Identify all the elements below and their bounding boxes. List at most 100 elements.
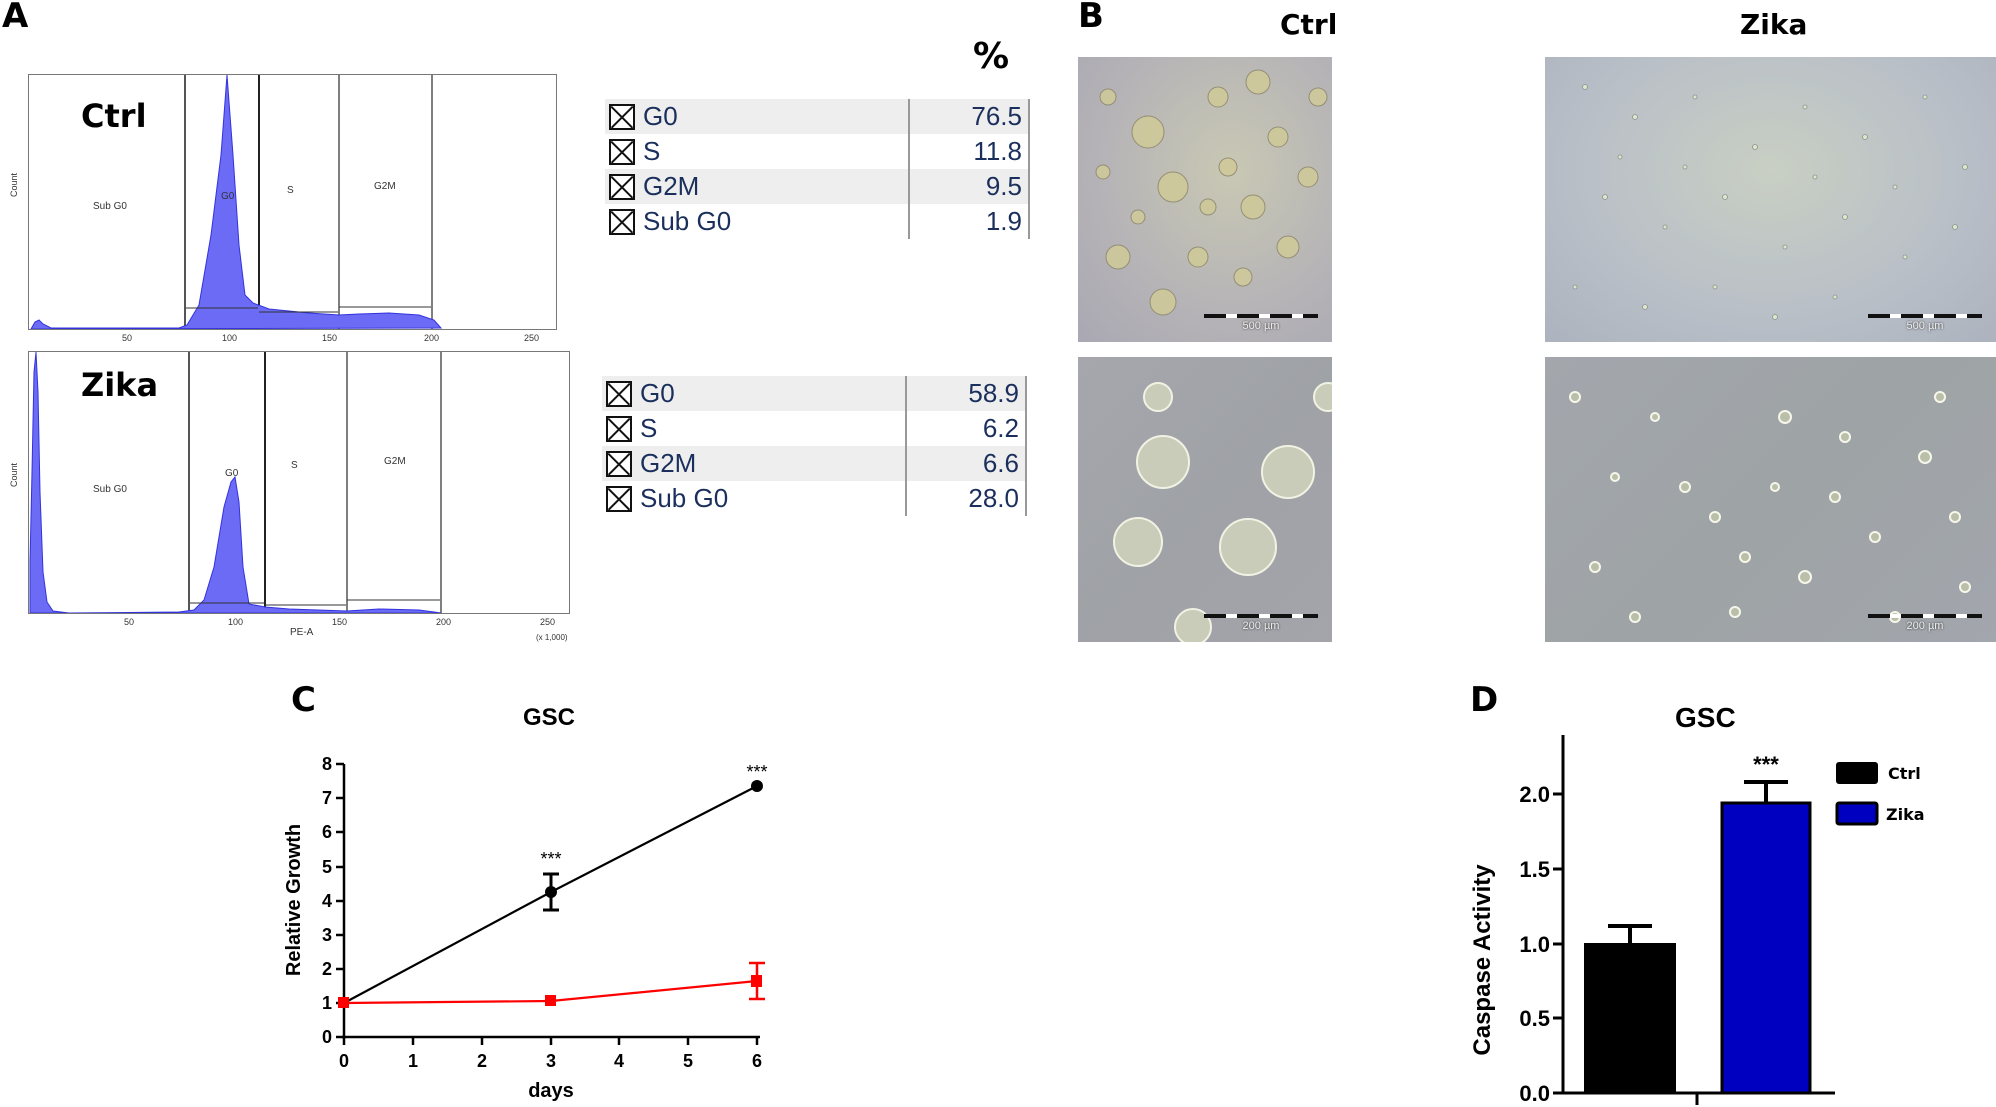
gate-name: G2M xyxy=(640,448,697,478)
caspase-bar-chart: 0.0 0.5 1.0 1.5 2.0 Caspase Activity *** Ctr… xyxy=(1469,735,1925,1106)
scale-bar: 200 µm xyxy=(1868,614,1982,632)
cells-illustration xyxy=(1569,391,1971,623)
gate-label-g0: G0 xyxy=(221,191,235,202)
chart-d-title: GSC xyxy=(1675,702,1736,733)
ctrl-histogram: Ctrl Sub G0 G0 S G2M xyxy=(28,74,557,330)
histogram-condition-zika: Zika xyxy=(81,366,159,404)
histogram-condition-ctrl: Ctrl xyxy=(81,97,147,135)
ctrl-x-tick-200: 200 xyxy=(424,333,440,343)
zika-histogram: Zika Sub G0 G0 S G2M xyxy=(28,351,570,614)
table-row: G2M 6.6 xyxy=(602,446,1027,481)
svg-text:0.0: 0.0 xyxy=(1519,1081,1550,1106)
svg-text:3: 3 xyxy=(546,1051,556,1071)
table-row: Sub G0 1.9 xyxy=(605,204,1030,239)
gate-label-subg0: Sub G0 xyxy=(93,484,127,495)
gate-percent: 58.9 xyxy=(968,378,1019,408)
svg-text:5: 5 xyxy=(322,857,332,877)
ctrl-x-tick-100: 100 xyxy=(222,333,238,343)
gate-label-g0: G0 xyxy=(225,468,239,479)
table-row: Sub G0 28.0 xyxy=(602,481,1027,516)
svg-text:3: 3 xyxy=(322,925,332,945)
checkbox-icon[interactable] xyxy=(606,450,632,477)
svg-text:8: 8 xyxy=(322,754,332,774)
scale-bar: 200 µm xyxy=(1204,614,1318,632)
gate-percent: 76.5 xyxy=(971,101,1022,131)
legend-zika-label: Zika xyxy=(1886,805,1925,824)
checkbox-icon[interactable] xyxy=(606,380,632,407)
panel-label-d: D xyxy=(1470,680,1499,720)
table-row: G0 76.5 xyxy=(605,99,1030,134)
micrograph-zika-low: 500 µm xyxy=(1545,57,1996,342)
column-title-ctrl: Ctrl xyxy=(1280,8,1338,41)
zika-x-tick-150: 150 xyxy=(332,617,348,627)
micrograph-zika-high: 200 µm xyxy=(1545,357,1996,642)
gate-name: G0 xyxy=(643,101,678,131)
svg-text:2: 2 xyxy=(477,1051,487,1071)
svg-text:Relative Growth: Relative Growth xyxy=(283,824,305,976)
zika-x-tick-250: 250 xyxy=(540,617,556,627)
zika-x-tick-200: 200 xyxy=(436,617,452,627)
percent-header: % xyxy=(973,36,1010,77)
cells-illustration xyxy=(1572,84,1968,320)
gate-name: G2M xyxy=(643,171,700,201)
table-row: S 11.8 xyxy=(605,134,1030,169)
chart-c-title: GSC xyxy=(523,704,576,731)
svg-text:2.0: 2.0 xyxy=(1519,782,1550,807)
gate-name: Sub G0 xyxy=(643,206,732,236)
gate-percent: 6.6 xyxy=(982,448,1019,478)
gate-percent: 11.8 xyxy=(973,136,1022,166)
gate-percent: 9.5 xyxy=(985,171,1022,201)
scale-bar: 500 µm xyxy=(1868,314,1982,332)
checkbox-icon[interactable] xyxy=(609,138,635,165)
svg-text:6: 6 xyxy=(752,1051,762,1071)
panel-label-a: A xyxy=(2,0,29,36)
svg-text:1.0: 1.0 xyxy=(1519,932,1550,957)
checkbox-icon[interactable] xyxy=(606,485,632,512)
zika-x-tick-50: 50 xyxy=(124,617,135,627)
spheres-illustration xyxy=(1095,69,1328,316)
gate-label-g2m: G2M xyxy=(374,181,396,192)
micrograph-ctrl-high: 200 µm xyxy=(1078,357,1332,642)
column-title-zika: Zika xyxy=(1740,8,1808,41)
gate-label-s: S xyxy=(291,460,298,471)
zika-x-axis-label: PE-A xyxy=(290,627,314,638)
svg-text:7: 7 xyxy=(322,788,332,808)
zika-y-axis-label: Count xyxy=(9,462,20,488)
svg-text:Caspase Activity: Caspase Activity xyxy=(1469,864,1496,1056)
svg-text:0: 0 xyxy=(339,1051,349,1071)
svg-text:days: days xyxy=(528,1080,574,1102)
checkbox-icon[interactable] xyxy=(606,415,632,442)
gate-label-g2m: G2M xyxy=(384,456,406,467)
zika-x-axis-unit: (x 1,000) xyxy=(536,633,568,642)
svg-text:6: 6 xyxy=(322,822,332,842)
scale-bar-label: 500 µm xyxy=(1242,320,1280,332)
scale-bar: 500 µm xyxy=(1204,314,1318,332)
legend-ctrl-label: Ctrl xyxy=(1888,764,1921,783)
checkbox-icon[interactable] xyxy=(609,103,635,130)
scale-bar-label: 200 µm xyxy=(1906,620,1944,632)
ctrl-stats-table: G0 76.5 S 11.8 G2M 9.5 Sub G0 1.9 xyxy=(605,99,1030,239)
gate-name: S xyxy=(640,413,658,443)
gate-label-s: S xyxy=(287,185,294,196)
svg-text:0: 0 xyxy=(322,1027,332,1047)
scale-bar-label: 200 µm xyxy=(1242,620,1280,632)
gate-percent: 1.9 xyxy=(985,206,1022,236)
checkbox-icon[interactable] xyxy=(609,173,635,200)
ctrl-x-tick-50: 50 xyxy=(122,333,133,343)
svg-text:4: 4 xyxy=(614,1051,624,1071)
svg-text:1: 1 xyxy=(322,993,332,1013)
svg-text:2: 2 xyxy=(322,959,332,979)
table-row: S 6.2 xyxy=(602,411,1027,446)
svg-text:1.5: 1.5 xyxy=(1519,857,1550,882)
gate-name: S xyxy=(643,136,661,166)
svg-text:***: *** xyxy=(540,849,561,869)
gate-percent: 28.0 xyxy=(968,483,1019,513)
growth-line-chart: 0 1 2 3 4 5 6 7 8 0 1 2 3 4 5 6 days Relative Growth… xyxy=(283,754,768,1102)
gate-label-subg0: Sub G0 xyxy=(93,201,127,212)
svg-text:1: 1 xyxy=(408,1051,418,1071)
ctrl-x-tick-250: 250 xyxy=(524,333,540,343)
checkbox-icon[interactable] xyxy=(609,208,635,235)
zika-x-tick-100: 100 xyxy=(228,617,244,627)
panel-label-b: B xyxy=(1078,0,1104,36)
gate-percent: 6.2 xyxy=(982,413,1019,443)
